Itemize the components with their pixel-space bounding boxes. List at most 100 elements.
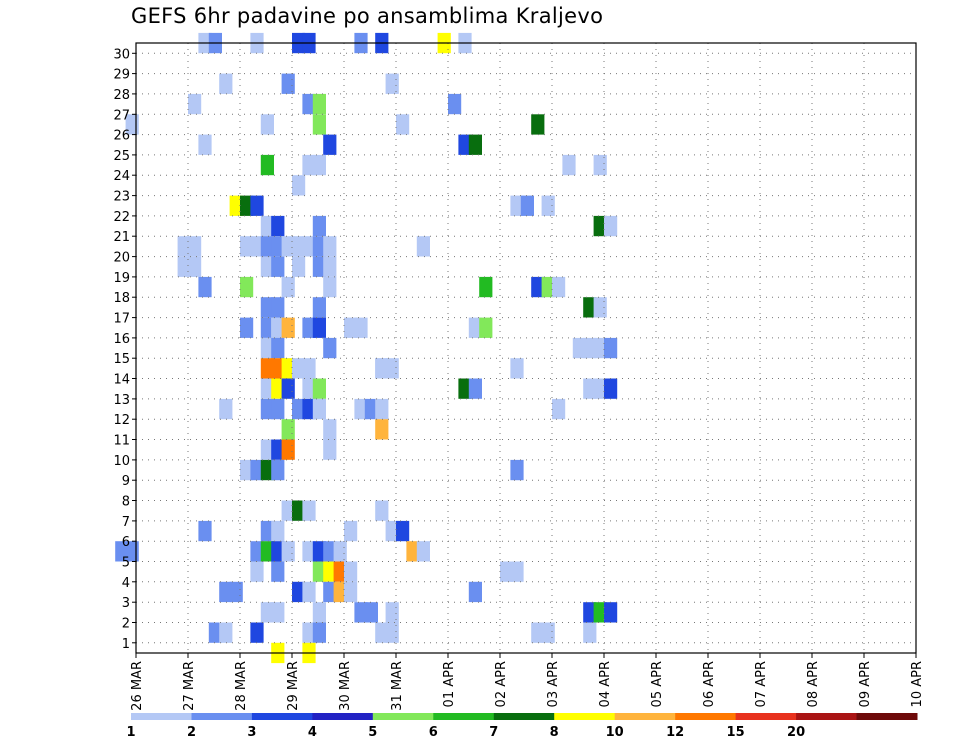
y-tick-label: 28 [113,88,130,103]
cell [260,459,274,481]
cell [531,114,545,135]
colorbar-label: 15 [727,725,745,740]
y-tick-label: 15 [113,352,130,367]
colorbar-swatch [675,713,737,720]
cell [500,561,514,582]
colorbar-label: 20 [787,725,805,740]
cell [323,581,337,603]
cell [260,236,274,257]
cell [271,256,285,277]
colorbar-label: 8 [550,725,559,740]
cell [312,602,326,623]
y-tick-label: 30 [113,47,130,62]
cell [583,602,597,623]
colorbar-label: 12 [666,725,684,740]
cell [260,358,274,379]
cell [323,236,337,257]
y-tick-label: 9 [122,474,130,489]
cell [344,581,358,603]
cell [281,378,295,399]
cell [541,195,555,216]
cell [198,520,212,542]
cell [312,236,326,257]
x-tick-label: 09 APR [858,661,873,707]
cell [312,215,326,237]
cell [593,337,607,359]
cell [458,378,472,399]
cell [552,398,566,420]
cell [302,622,316,643]
cell [396,114,410,135]
cell [531,276,545,298]
y-tick-label: 16 [113,332,130,347]
cell [302,541,316,562]
cell [302,317,316,338]
cell [302,236,316,257]
colorbar: 1 2 3 4 5 6 7 8 10 12 15 20 [126,713,918,740]
cell [375,358,389,379]
cell [468,378,482,399]
y-tick-label: 18 [113,291,130,306]
y-tick-label: 20 [113,251,130,266]
chart-title: GEFS 6hr padavine po ansamblima Kraljevo [131,4,604,28]
x-axis: 26 MAR 27 MAR 28 MAR 29 MAR 30 MAR 31 MAR 01 A… [130,653,925,711]
cell [323,337,337,359]
x-tick-label: 30 MAR [338,661,353,711]
y-tick-label: 26 [113,129,130,144]
cell [292,398,306,420]
cell [583,337,597,359]
cell [510,459,524,481]
cell [240,276,254,298]
cell [520,195,534,216]
y-tick-label: 1 [122,637,130,652]
cell [333,541,347,562]
cell [292,500,306,521]
x-tick-label: 29 MAR [286,661,301,711]
y-tick-label: 3 [122,596,130,611]
cell [281,439,295,460]
cell [448,93,462,115]
cell [302,581,316,603]
cell [583,297,597,318]
cell [312,622,326,643]
colorbar-swatch [433,713,495,720]
cell [312,561,326,582]
cell [323,541,337,562]
cell [385,622,399,643]
x-tick-label: 28 MAR [234,661,249,711]
cell [219,398,233,420]
y-tick-label: 12 [113,413,130,428]
cell [312,317,326,338]
x-tick-label: 01 APR [442,661,457,707]
y-tick-label: 10 [113,454,130,469]
cell [240,317,254,338]
cell [323,439,337,460]
cell [479,317,493,338]
cell [302,378,316,399]
cell [271,236,285,257]
cell [219,622,233,643]
cell [271,541,285,562]
grid-lines [136,43,916,653]
cell [260,317,274,338]
y-axis: 1234567891011121314151617181920212223242… [113,47,136,652]
cell [188,256,202,277]
cell [479,276,493,298]
cell [250,622,264,643]
cell [260,398,274,420]
cell [510,358,524,379]
cell [312,398,326,420]
cell [260,215,274,237]
cell [312,297,326,318]
cell [292,256,306,277]
cell [604,378,618,399]
cell [312,256,326,277]
cell [593,154,607,176]
cell [468,581,482,603]
y-tick-label: 11 [113,434,130,449]
cell [572,337,586,359]
cell [312,154,326,176]
cell [240,236,254,257]
cell [219,73,233,94]
colorbar-label: 5 [368,725,377,740]
